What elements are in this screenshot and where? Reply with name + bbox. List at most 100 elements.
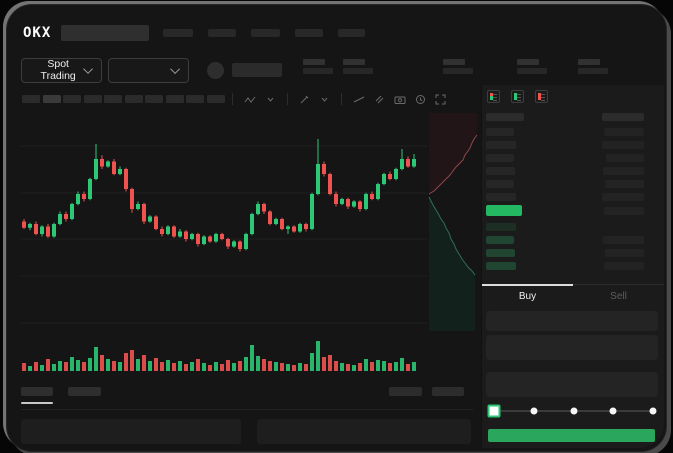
bid-amount-placeholder — [603, 236, 644, 244]
app-window: OKX Spot Trading — [6, 4, 667, 452]
top-navbar: OKX — [23, 21, 646, 45]
ask-price-placeholder — [486, 128, 514, 136]
bid-price-placeholder — [486, 223, 516, 231]
bid-amount-placeholder — [604, 262, 644, 270]
slider-stop[interactable] — [570, 407, 577, 415]
chevron-down-icon[interactable] — [263, 92, 278, 106]
amount-percent-slider[interactable] — [487, 404, 657, 418]
edit-pencil-icon[interactable] — [297, 92, 312, 106]
asks-book-icon[interactable] — [535, 90, 548, 103]
order-book-headers — [486, 113, 644, 121]
indicator-zigzag-icon[interactable] — [242, 92, 257, 106]
ask-price-placeholder — [486, 193, 516, 201]
stat-placeholder — [578, 59, 608, 74]
clock-icon[interactable] — [413, 92, 428, 106]
timeframe-button[interactable] — [104, 95, 122, 103]
navbar-menu-item[interactable] — [163, 29, 194, 37]
stat-label-placeholder — [343, 59, 365, 65]
okx-logo[interactable]: OKX — [23, 25, 52, 41]
coin-avatar — [207, 61, 224, 79]
slider-stop[interactable] — [530, 407, 538, 415]
ask-amount-placeholder — [603, 167, 644, 175]
order-book-view-toggles — [487, 90, 548, 103]
navbar-search-placeholder[interactable] — [61, 25, 150, 41]
ask-amount-placeholder — [602, 141, 644, 149]
timeframe-button[interactable] — [186, 95, 204, 103]
bid-rows — [486, 223, 644, 270]
active-bottom-tab-underline — [21, 402, 53, 404]
stat-placeholder — [443, 59, 473, 74]
bottom-divider — [21, 409, 473, 410]
navbar-menu-item[interactable] — [208, 29, 237, 37]
stat-placeholder — [343, 59, 373, 74]
hash-icon[interactable] — [372, 92, 387, 106]
bid-price-placeholder — [486, 249, 515, 257]
coin-info — [207, 61, 282, 79]
price-column-header — [486, 113, 524, 121]
stat-label-placeholder — [443, 59, 465, 65]
order-form-field[interactable] — [486, 335, 658, 360]
timeframe-button[interactable] — [165, 95, 184, 103]
slider-stop[interactable] — [609, 407, 617, 415]
stat-label-placeholder — [303, 59, 325, 65]
stat-value-placeholder — [443, 68, 473, 74]
pair-dropdown[interactable] — [108, 57, 189, 83]
camera-icon[interactable] — [392, 92, 407, 106]
amount-column-header — [602, 113, 644, 121]
timeframe-button[interactable] — [83, 95, 102, 103]
bid-row — [486, 223, 644, 231]
bottom-content-panel — [257, 419, 471, 444]
order-form-fields — [486, 311, 658, 397]
navbar-menu — [163, 29, 366, 37]
chevron-down-icon — [170, 63, 181, 74]
order-form-field[interactable] — [486, 372, 658, 397]
bid-row — [486, 236, 644, 244]
order-form-field[interactable] — [486, 311, 658, 331]
chevron-down-icon[interactable] — [317, 92, 332, 106]
ask-row — [486, 167, 644, 175]
market-type-dropdown[interactable]: Spot Trading — [21, 57, 102, 83]
timeframe-button[interactable] — [206, 95, 225, 103]
bottom-tab[interactable] — [21, 387, 53, 396]
slider-handle[interactable] — [487, 404, 501, 418]
bottom-action-button[interactable] — [432, 387, 464, 396]
ask-row — [486, 128, 644, 136]
tab-buy[interactable]: Buy — [518, 291, 537, 302]
bottom-orders-section — [21, 383, 473, 445]
trend-line-icon[interactable] — [351, 92, 366, 106]
slider-stop[interactable] — [649, 407, 657, 415]
bottom-content-panel — [21, 419, 241, 444]
market-type-label: Spot Trading — [40, 58, 76, 82]
active-tab-indicator — [482, 284, 573, 286]
timeframe-button[interactable] — [145, 95, 163, 103]
navbar-menu-item[interactable] — [295, 29, 324, 37]
last-price-badge — [486, 205, 522, 216]
bid-row — [486, 262, 644, 270]
buy-button[interactable] — [488, 429, 655, 442]
stat-label-placeholder — [578, 59, 600, 65]
bids-book-icon[interactable] — [511, 90, 524, 103]
navbar-menu-item[interactable] — [251, 29, 281, 37]
split-book-icon[interactable] — [487, 90, 500, 103]
ask-price-placeholder — [486, 154, 514, 162]
candlestick-chart[interactable] — [21, 111, 427, 373]
timeframe-button[interactable] — [42, 95, 61, 103]
buy-sell-tabs: Buy Sell — [482, 284, 664, 304]
ask-row — [486, 141, 644, 149]
timeframe-button[interactable] — [22, 95, 40, 103]
timeframe-button[interactable] — [63, 95, 81, 103]
bottom-action-button[interactable] — [389, 387, 422, 396]
tabs-baseline — [482, 284, 664, 285]
bottom-tab[interactable] — [68, 387, 101, 396]
ask-price-placeholder — [486, 141, 516, 149]
bid-row — [486, 249, 644, 257]
stat-value-placeholder — [517, 68, 547, 74]
bid-amount-placeholder — [605, 249, 644, 257]
order-book-panel: Buy Sell — [481, 85, 664, 448]
fullscreen-icon[interactable] — [433, 92, 448, 106]
timeframe-button[interactable] — [124, 95, 143, 103]
bid-price-placeholder — [486, 236, 514, 244]
tab-sell[interactable]: Sell — [610, 291, 627, 302]
ask-amount-placeholder — [606, 154, 644, 162]
navbar-menu-item[interactable] — [338, 29, 366, 37]
